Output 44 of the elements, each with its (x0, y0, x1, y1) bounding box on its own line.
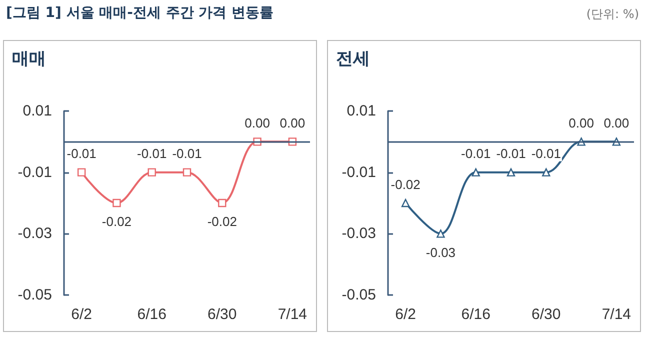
x-tick-label: 6/16 (137, 306, 166, 323)
y-tick-label: -0.05 (18, 286, 52, 304)
text: -0.01 (66, 146, 96, 162)
y-tick-label: 0.01 (22, 102, 52, 120)
chart-title: [그림 1] 서울 매매-전세 주간 가격 변동률 (6, 4, 274, 22)
text: 0.00 (280, 116, 306, 131)
text: 0.00 (244, 116, 270, 131)
y-tick-label: -0.01 (18, 164, 52, 181)
text: -0.03 (426, 244, 456, 260)
chart-title: 전세 (336, 48, 370, 70)
point (218, 198, 226, 208)
x-tick-label: 7/14 (602, 306, 632, 323)
text: -0.01 (496, 146, 526, 162)
chart-subtitle: 매매 (12, 48, 46, 70)
y-tick-label: -0.03 (342, 225, 376, 242)
x-tick-label: 6/2 (71, 306, 92, 323)
y-tick-label: -0.03 (18, 225, 52, 242)
point (77, 168, 86, 176)
text: -0.01 (172, 146, 202, 162)
point (148, 168, 156, 176)
x-tick-label: 6/30 (208, 306, 237, 323)
text: -0.01 (461, 146, 491, 162)
text: -0.02 (102, 214, 132, 230)
point (112, 198, 121, 208)
point (182, 168, 192, 176)
x-tick-label: 7/14 (278, 306, 308, 323)
text: (단위: %) (586, 6, 639, 23)
y-tick-label: -0.05 (342, 286, 376, 304)
point (542, 168, 550, 176)
text: -0.02 (390, 176, 420, 192)
point (472, 168, 480, 176)
y-tick-label: 0.01 (346, 102, 376, 120)
text: 0.00 (604, 116, 630, 131)
point (506, 168, 516, 176)
x-tick-label: 6/16 (461, 306, 490, 323)
text: -0.01 (531, 146, 561, 162)
point (436, 230, 445, 238)
text: 0.00 (568, 116, 594, 131)
point (401, 198, 410, 208)
text: -0.01 (137, 146, 167, 162)
y-tick-label: -0.01 (342, 164, 376, 181)
x-tick-label: 6/30 (532, 306, 561, 323)
text: -0.02 (207, 214, 237, 230)
x-tick-label: 6/2 (395, 306, 416, 323)
